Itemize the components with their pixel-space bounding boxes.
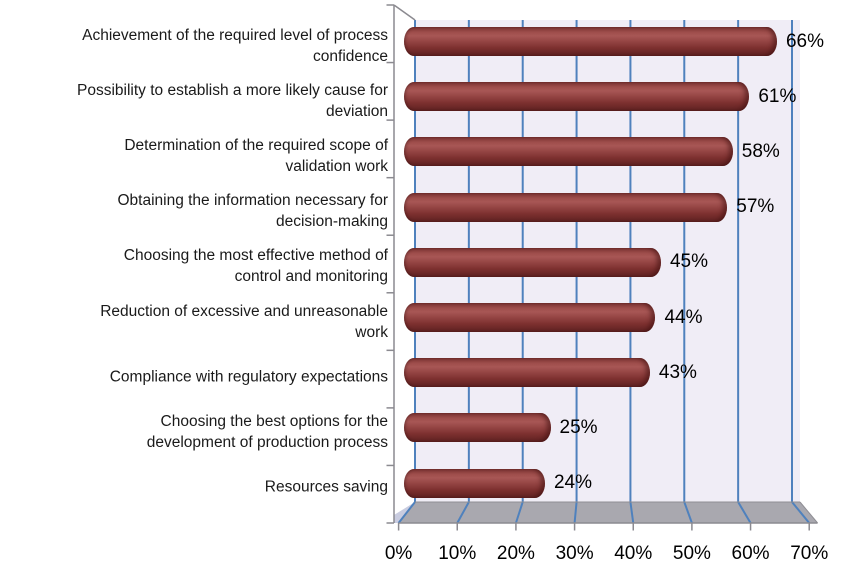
bar-category-4 <box>404 247 661 277</box>
x-axis-tick-label-5: 50% <box>672 543 711 564</box>
category-label-4: Choosing the most effective method of co… <box>123 247 388 286</box>
chart-floor <box>398 502 818 523</box>
category-label-0: Achievement of the required level of pro… <box>82 26 388 65</box>
category-label-1: Possibility to establish a more likely c… <box>77 81 388 120</box>
value-label-1: 61% <box>758 85 797 107</box>
x-axis-tick-label-7: 70% <box>790 543 829 564</box>
category-axis <box>386 4 416 524</box>
value-label-8: 24% <box>553 472 592 494</box>
floor-corner <box>394 502 415 523</box>
value-label-3: 57% <box>736 196 775 218</box>
category-label-5: Reduction of excessive and unreasonable … <box>100 302 388 341</box>
bar-category-8 <box>404 468 545 498</box>
bar-category-6 <box>404 358 650 388</box>
value-label-5: 44% <box>664 306 703 328</box>
bar-category-7 <box>404 413 551 443</box>
category-label-7: Choosing the best options for the develo… <box>146 412 388 451</box>
category-label-2: Determination of the required scope of v… <box>124 136 388 175</box>
bar-category-1 <box>404 82 750 112</box>
value-label-2: 58% <box>741 140 780 162</box>
value-label-7: 25% <box>559 416 598 438</box>
bar-category-3 <box>404 192 728 222</box>
value-label-6: 43% <box>658 361 697 383</box>
x-axis-tick-label-0: 0% <box>384 543 413 564</box>
bar-category-2 <box>404 137 733 167</box>
category-label-8: Resources saving <box>264 478 388 496</box>
x-axis-tick-label-6: 60% <box>731 543 770 564</box>
x-axis-tick-label-2: 20% <box>496 543 535 564</box>
value-label-4: 45% <box>669 251 708 273</box>
x-axis-tick-label-1: 10% <box>438 543 477 564</box>
plot-area-wall <box>415 20 800 502</box>
x-axis-tick-label-3: 30% <box>555 543 594 564</box>
bar-category-0 <box>404 27 777 56</box>
x-axis-tick-label-4: 40% <box>614 543 653 564</box>
category-label-3: Obtaining the information necessary for … <box>117 192 388 231</box>
category-label-6: Compliance with regulatory expectations <box>109 368 388 386</box>
value-label-0: 66% <box>785 30 824 52</box>
bar-category-5 <box>404 303 656 332</box>
